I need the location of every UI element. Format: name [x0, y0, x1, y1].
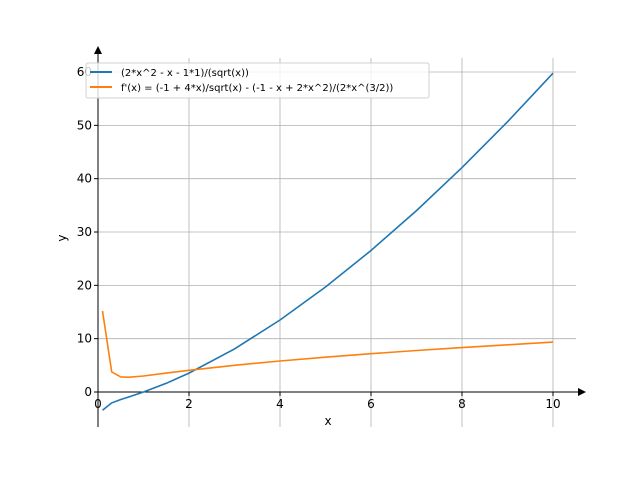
series-line-0 — [102, 72, 554, 411]
legend-label: (2*x^2 - x - 1*1)/(sqrt(x)) — [121, 68, 249, 79]
y-tick-label: 0 — [84, 385, 92, 399]
x-tick-label: 4 — [276, 397, 284, 411]
y-tick-label: 30 — [77, 225, 92, 239]
x-tick-label: 2 — [185, 397, 193, 411]
y-tick-label: 10 — [77, 332, 92, 346]
y-axis-arrow — [94, 46, 102, 54]
y-tick-label: 20 — [77, 278, 92, 292]
x-tick-label: 0 — [94, 397, 102, 411]
y-tick-label: 40 — [77, 172, 92, 186]
x-tick-label: 8 — [458, 397, 466, 411]
x-tick-label: 6 — [367, 397, 375, 411]
x-axis-arrow — [578, 388, 586, 396]
x-tick-label: 10 — [545, 397, 560, 411]
legend-box — [85, 62, 430, 99]
x-axis-label: x — [324, 414, 331, 428]
legend-label: f'(x) = (-1 + 4*x)/sqrt(x) - (-1 - x + 2… — [121, 83, 393, 94]
y-tick-label: 50 — [77, 118, 92, 132]
series-line-1 — [101, 310, 554, 379]
y-axis-label: y — [55, 234, 69, 241]
